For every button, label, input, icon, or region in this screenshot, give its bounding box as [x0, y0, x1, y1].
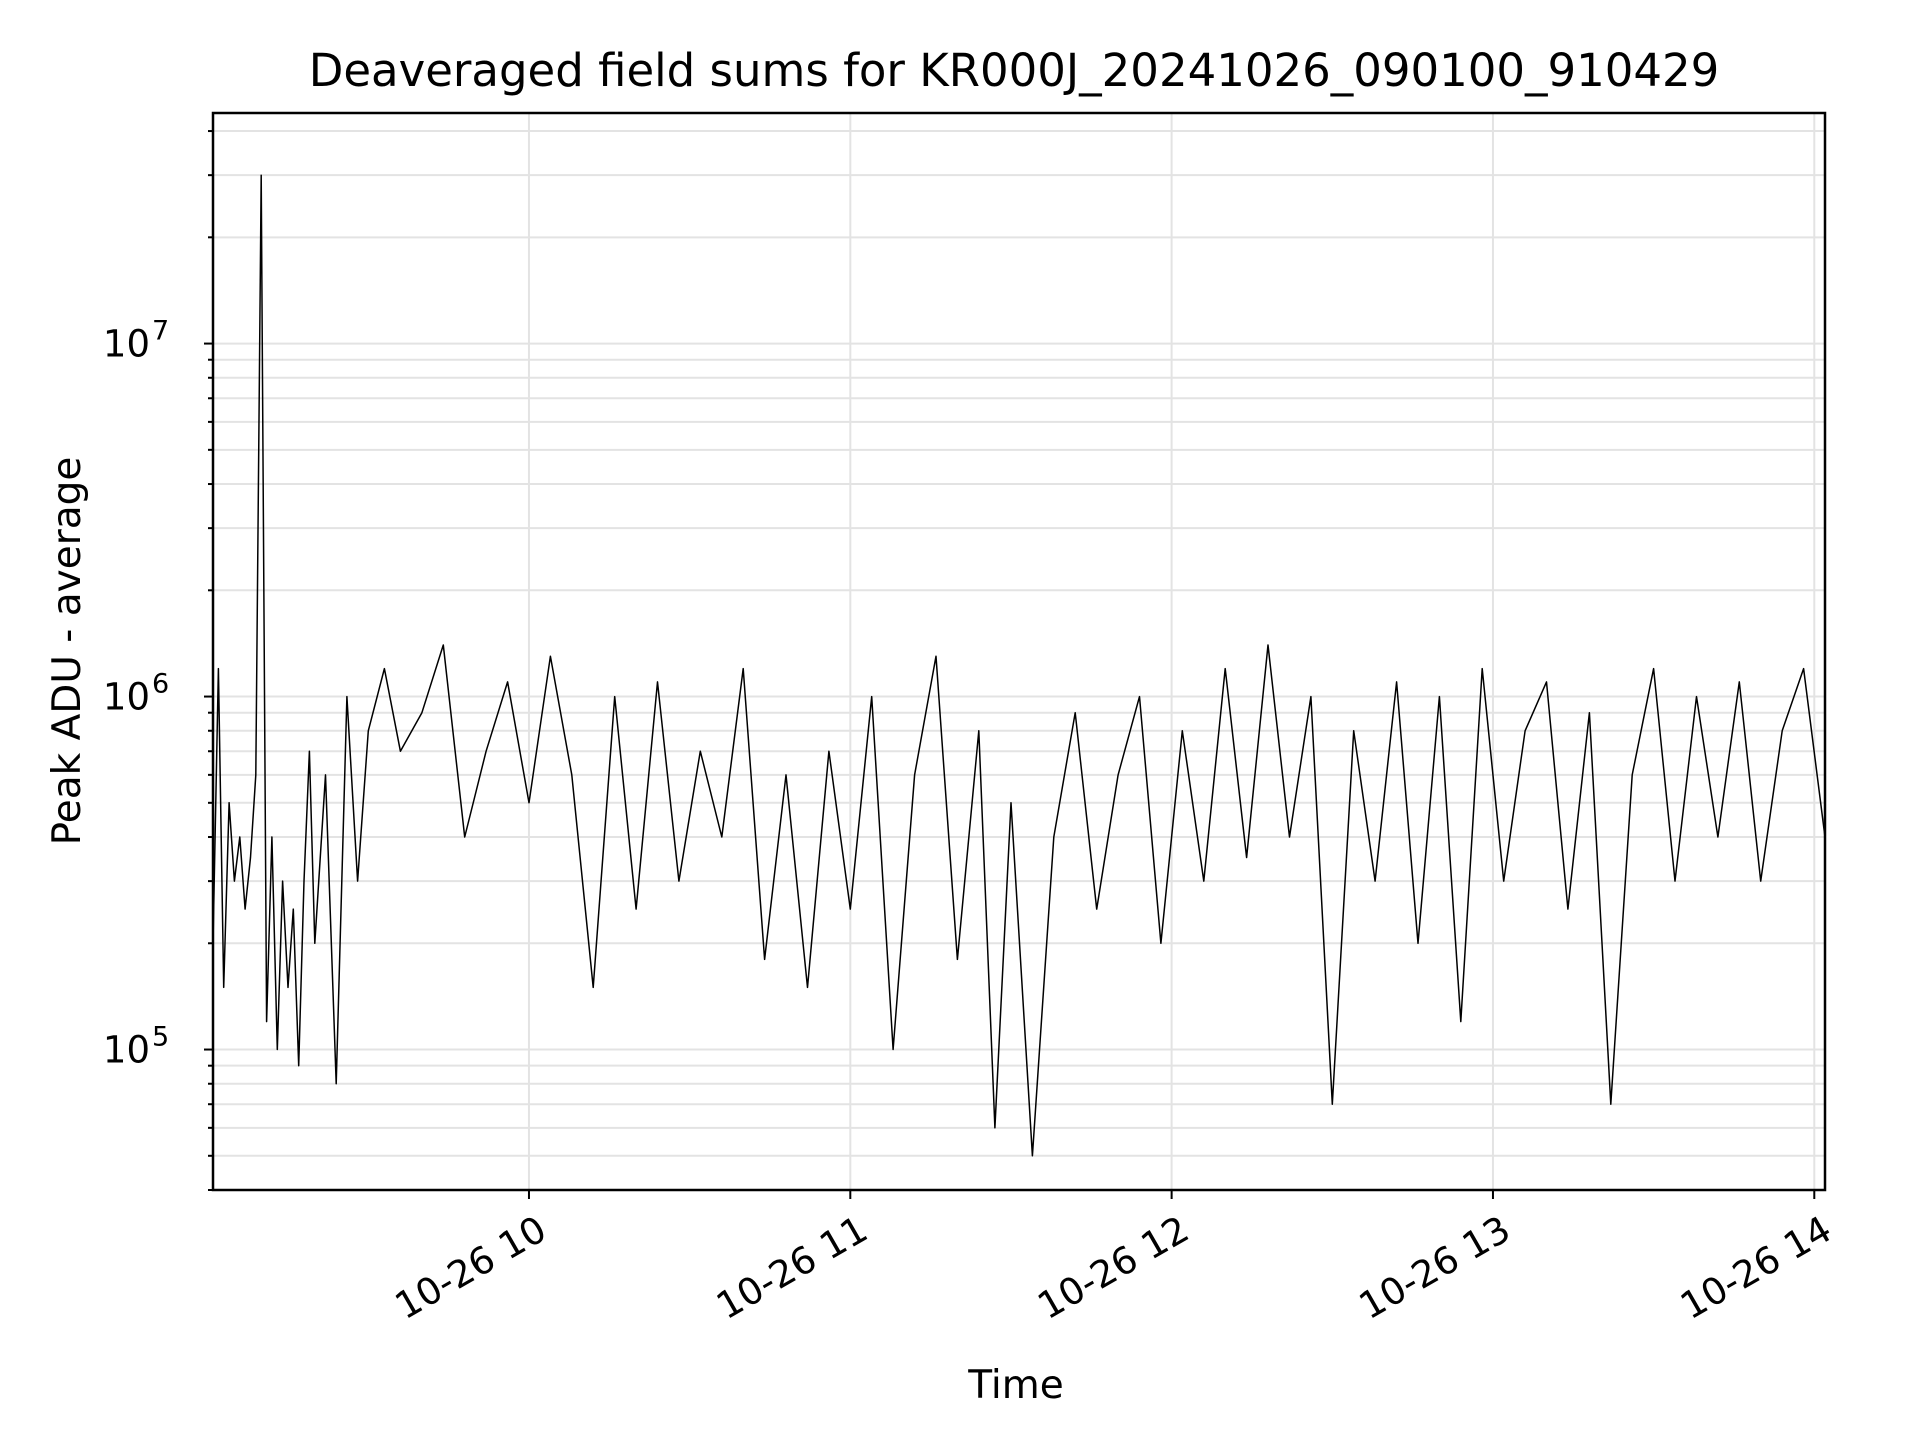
y-tick-label: 10 [103, 676, 150, 719]
y-axis-label: Peak ADU - average [45, 457, 90, 846]
plot-area-frame [211, 111, 1827, 1192]
y-tick-label-exponent: 6 [152, 669, 169, 700]
x-axis-label: Time [967, 1363, 1063, 1408]
chart-title: Deaveraged field sums for KR000J_2024102… [309, 44, 1720, 97]
y-tick-label-exponent: 7 [152, 316, 169, 347]
y-tick-label: 10 [103, 1029, 150, 1072]
series-line [212, 174, 1826, 1157]
grid-lines [213, 113, 1825, 1191]
y-tick-label: 10 [103, 323, 150, 366]
data-series [212, 174, 1826, 1157]
y-tick-label-exponent: 5 [152, 1022, 169, 1053]
